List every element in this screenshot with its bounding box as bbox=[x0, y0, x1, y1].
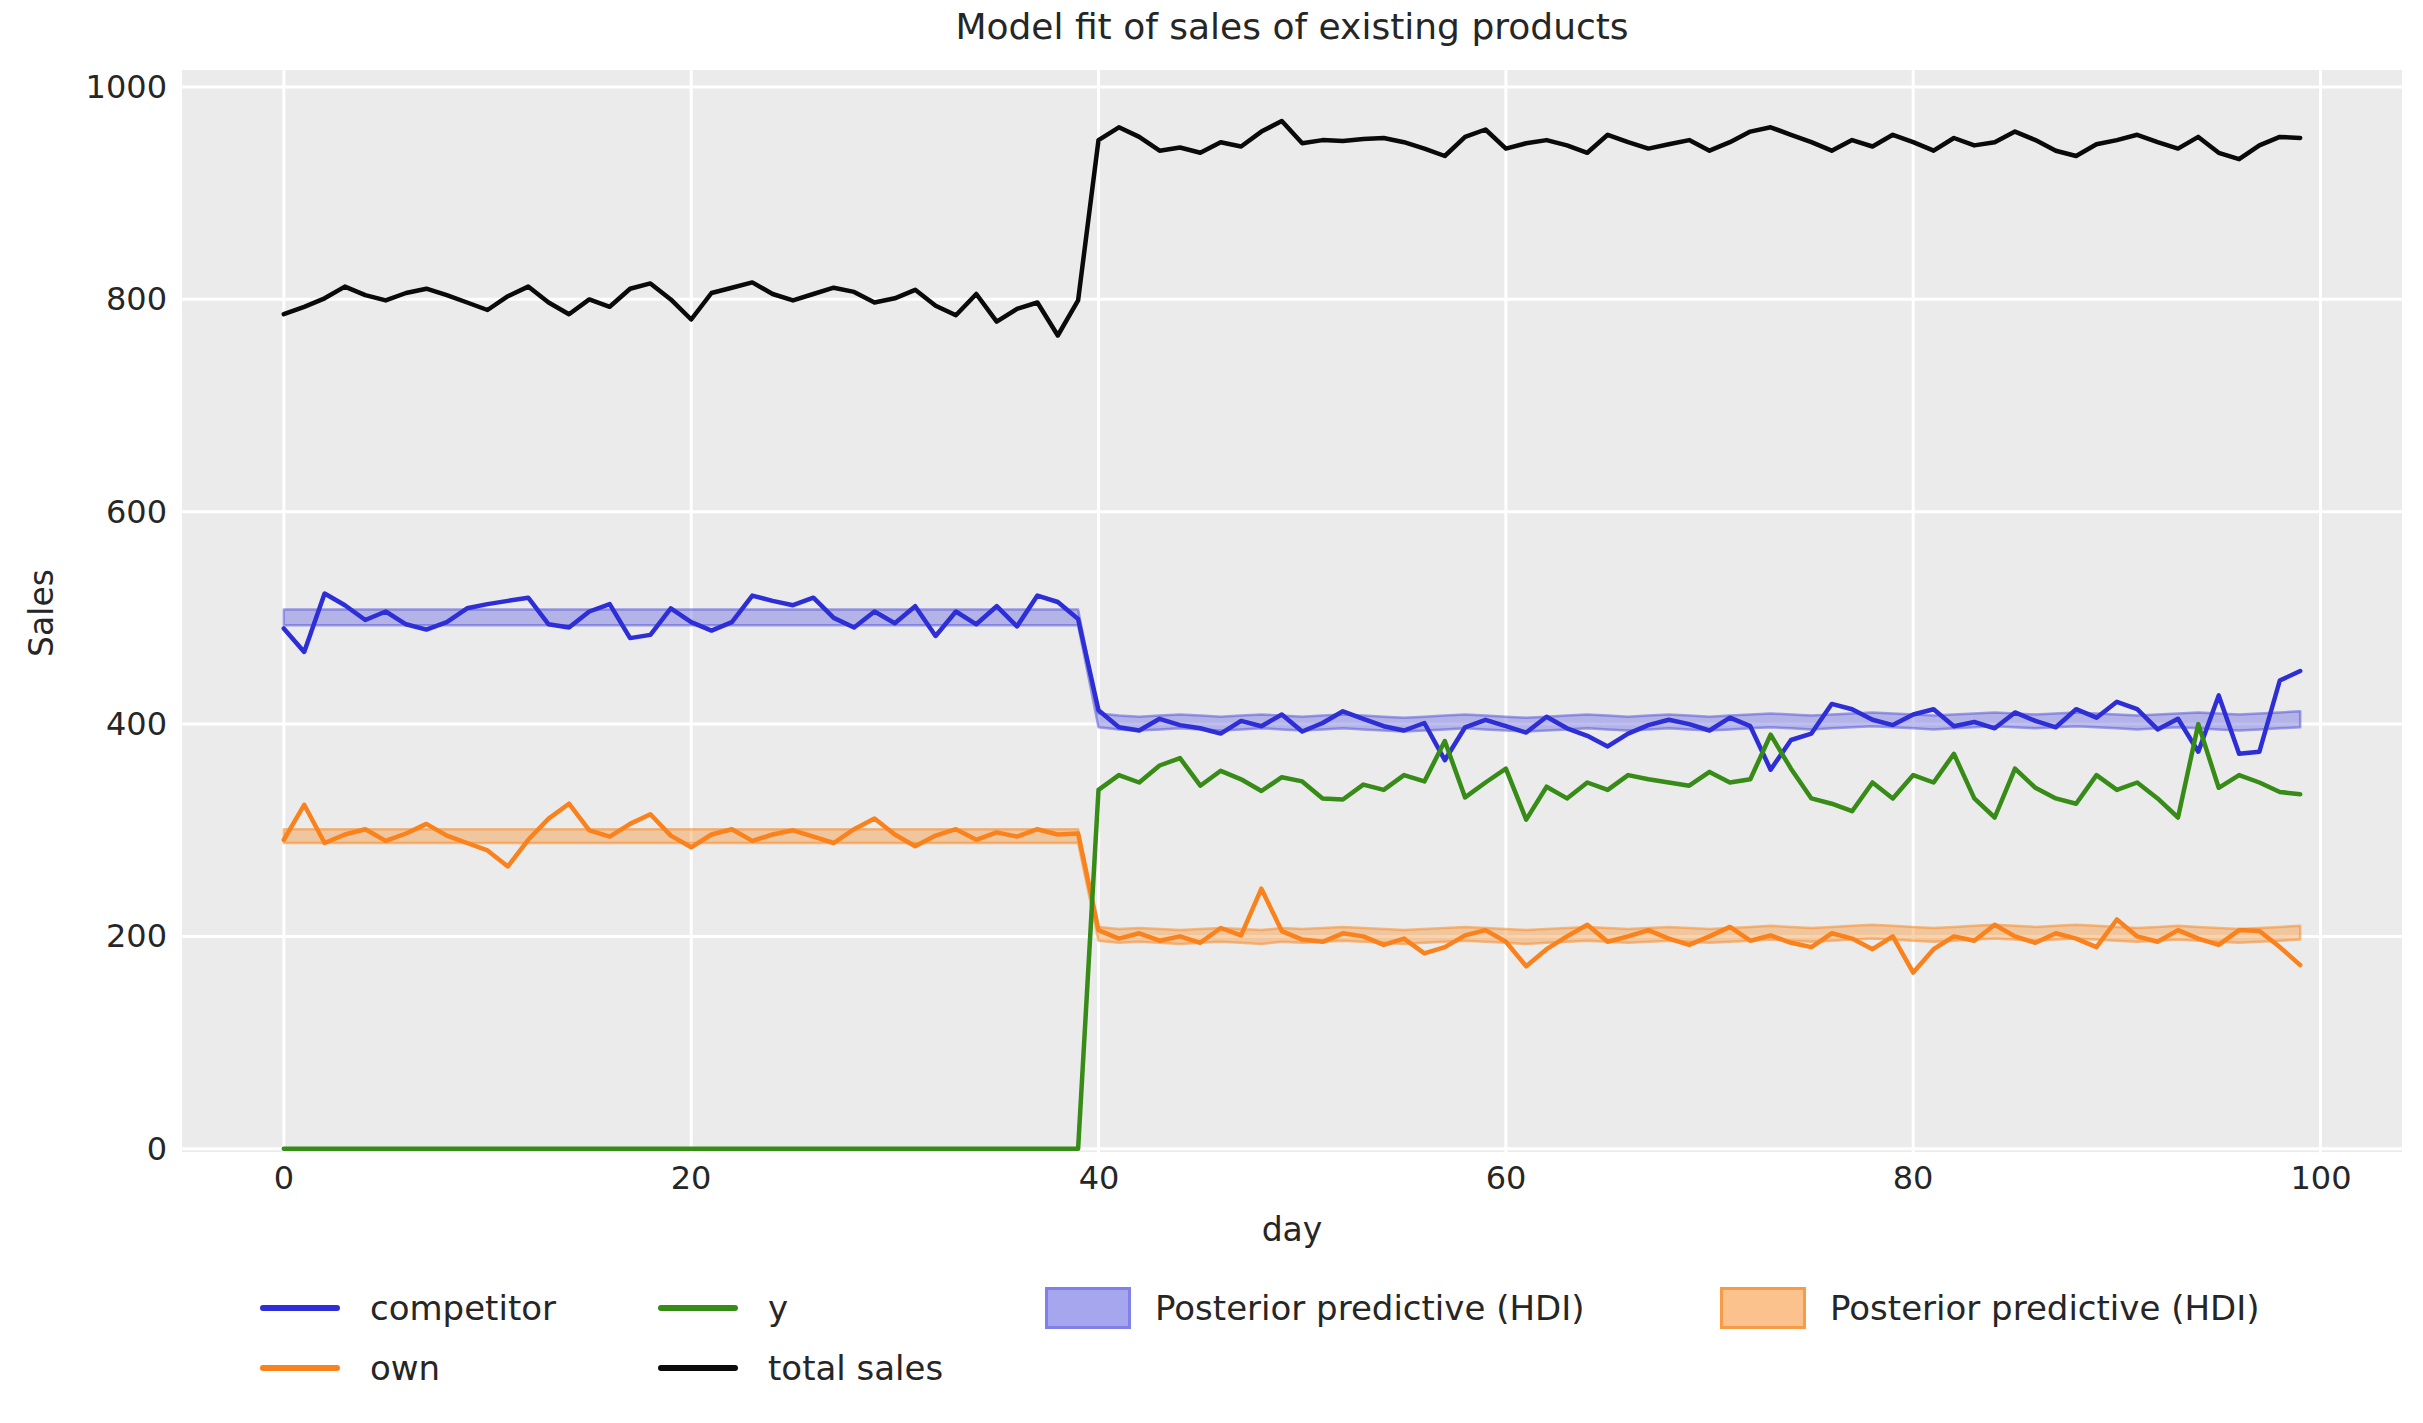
x-tick-label: 40 bbox=[1039, 1160, 1159, 1196]
legend-item-y: y bbox=[658, 1286, 788, 1330]
legend-item-hdi-own: Posterior predictive (HDI) bbox=[1720, 1286, 2259, 1330]
plot-area bbox=[182, 70, 2402, 1152]
x-axis-label: day bbox=[182, 1210, 2402, 1249]
y-tick-label: 600 bbox=[0, 494, 167, 530]
y-tick-label: 400 bbox=[0, 706, 167, 742]
legend-label: total sales bbox=[768, 1348, 943, 1388]
legend-label: Posterior predictive (HDI) bbox=[1830, 1288, 2259, 1328]
x-tick-label: 100 bbox=[2261, 1160, 2381, 1196]
legend-line-swatch-own bbox=[260, 1365, 340, 1371]
legend-line-swatch-competitor bbox=[260, 1305, 340, 1311]
x-tick-label: 0 bbox=[224, 1160, 344, 1196]
legend-item-total-sales: total sales bbox=[658, 1346, 943, 1390]
legend: competitor own y total sales Posterior p… bbox=[0, 1270, 2423, 1423]
x-tick-label: 80 bbox=[1853, 1160, 1973, 1196]
legend-label: Posterior predictive (HDI) bbox=[1155, 1288, 1584, 1328]
y-axis-label: Sales bbox=[22, 569, 61, 657]
legend-line-swatch-total-sales bbox=[658, 1365, 738, 1371]
line-total-sales bbox=[284, 121, 2300, 336]
legend-label: y bbox=[768, 1288, 788, 1328]
legend-item-hdi-competitor: Posterior predictive (HDI) bbox=[1045, 1286, 1584, 1330]
y-tick-label: 800 bbox=[0, 281, 167, 317]
hdi-band-competitor bbox=[284, 609, 2300, 731]
legend-label: competitor bbox=[370, 1288, 556, 1328]
legend-item-own: own bbox=[260, 1346, 440, 1390]
legend-patch-swatch-hdi-competitor bbox=[1045, 1287, 1131, 1329]
legend-line-swatch-y bbox=[658, 1305, 738, 1311]
legend-label: own bbox=[370, 1348, 440, 1388]
y-tick-label: 1000 bbox=[0, 69, 167, 105]
y-tick-label: 0 bbox=[0, 1131, 167, 1167]
figure: Model fit of sales of existing products … bbox=[0, 0, 2423, 1423]
y-tick-label: 200 bbox=[0, 918, 167, 954]
x-tick-label: 20 bbox=[631, 1160, 751, 1196]
legend-item-competitor: competitor bbox=[260, 1286, 556, 1330]
x-tick-label: 60 bbox=[1446, 1160, 1566, 1196]
line-own bbox=[284, 804, 2300, 973]
chart-title: Model fit of sales of existing products bbox=[182, 6, 2402, 47]
chart-canvas bbox=[182, 70, 2402, 1152]
legend-patch-swatch-hdi-own bbox=[1720, 1287, 1806, 1329]
